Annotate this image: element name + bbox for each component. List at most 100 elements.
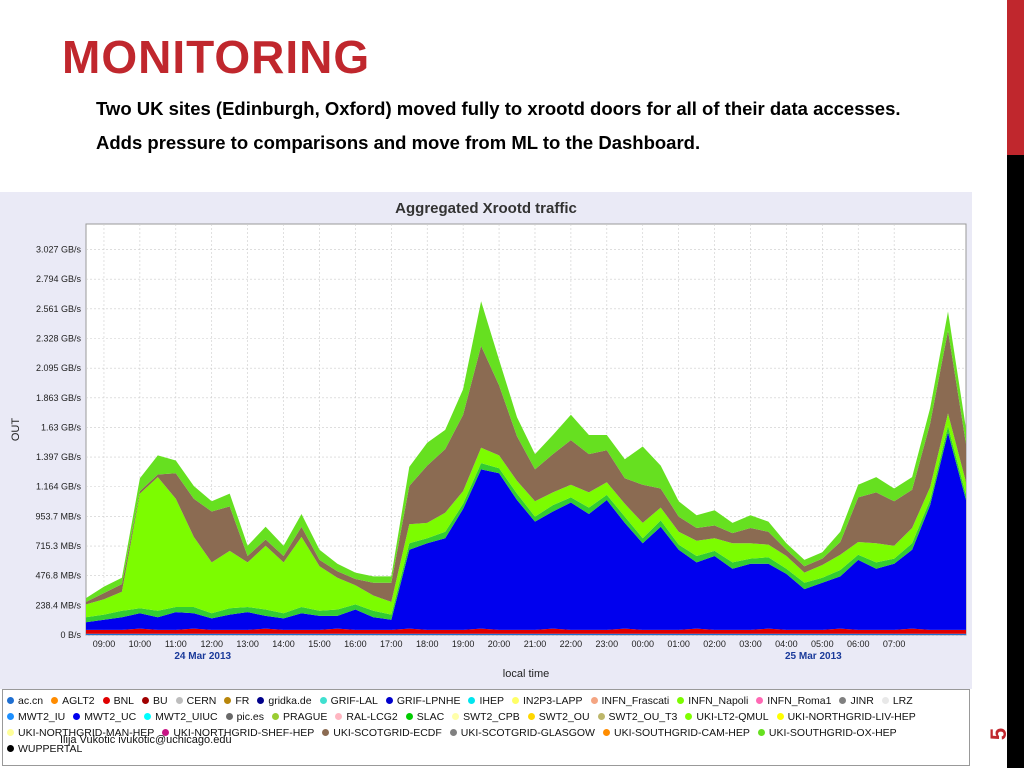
- legend-label: RAL-LCG2: [346, 711, 398, 723]
- legend-label: UKI-NORTHGRID-LIV-HEP: [787, 711, 916, 723]
- legend-label: WUPPERTAL: [18, 743, 83, 755]
- x-tick-label: 06:00: [847, 639, 870, 649]
- x-tick-label: 20:00: [488, 639, 511, 649]
- accent-bar-black: [1007, 155, 1024, 768]
- legend-item: UKI-SCOTGRID-GLASGOW: [449, 725, 595, 741]
- x-tick-label: 05:00: [811, 639, 834, 649]
- legend-item: UKI-SCOTGRID-ECDF: [322, 725, 442, 741]
- legend-marker: [322, 729, 330, 736]
- legend-marker: [7, 729, 14, 736]
- y-tick-label: 953.7 MB/s: [35, 511, 81, 521]
- date-label: 24 Mar 2013: [174, 651, 231, 662]
- x-tick-label: 23:00: [596, 639, 619, 649]
- chart-title: Aggregated Xrootd traffic: [395, 200, 577, 217]
- legend-marker: [385, 697, 393, 704]
- bullet-1: Two UK sites (Edinburgh, Oxford) moved f…: [96, 98, 901, 119]
- x-tick-label: 01:00: [667, 639, 690, 649]
- y-tick-label: 238.4 MB/s: [35, 600, 81, 610]
- legend-label: UKI-LT2-QMUL: [696, 711, 769, 723]
- x-tick-label: 21:00: [524, 639, 547, 649]
- legend-label: MWT2_UIUC: [155, 711, 218, 723]
- legend-item: MWT2_UIUC: [144, 709, 218, 725]
- legend-marker: [685, 713, 693, 720]
- x-tick-label: 17:00: [380, 639, 403, 649]
- legend-marker: [527, 713, 535, 720]
- legend-marker: [839, 697, 847, 704]
- legend-marker: [757, 729, 765, 736]
- legend-item: AGLT2: [51, 693, 95, 709]
- slide-number: 5: [986, 727, 1011, 741]
- x-tick-label: 07:00: [883, 639, 906, 649]
- legend-item: gridka.de: [257, 693, 312, 709]
- y-tick-label: 2.095 GB/s: [36, 363, 82, 373]
- series-area-infn-napoli: [86, 413, 966, 618]
- legend-item: UKI-NORTHGRID-LIV-HEP: [776, 709, 916, 725]
- legend-marker: [405, 713, 413, 720]
- legend-marker: [162, 729, 170, 736]
- slide-title: MONITORING: [62, 31, 371, 83]
- legend-item: INFN_Frascati: [590, 693, 669, 709]
- legend-label: BU: [153, 695, 168, 707]
- series-area-mwt2-uc: [86, 432, 966, 630]
- legend-item: UKI-SOUTHGRID-OX-HEP: [757, 725, 897, 741]
- legend-item: SWT2_OU: [527, 709, 590, 725]
- legend-item: LRZ: [881, 693, 913, 709]
- legend-item: SLAC: [405, 709, 445, 725]
- legend-marker: [225, 713, 233, 720]
- legend-item: UKI-NORTHGRID-MAN-HEP: [7, 725, 154, 741]
- legend-marker: [144, 713, 152, 720]
- legend-label: UKI-SOUTHGRID-CAM-HEP: [613, 727, 750, 739]
- legend-marker: [51, 697, 59, 704]
- legend-label: SWT2_OU_T3: [608, 711, 678, 723]
- legend-marker: [511, 697, 519, 704]
- x-tick-label: 13:00: [236, 639, 259, 649]
- legend-item: pic.es: [225, 709, 265, 725]
- x-tick-label: 15:00: [308, 639, 331, 649]
- y-tick-label: 1.863 GB/s: [36, 393, 82, 403]
- legend-label: CERN: [186, 695, 217, 707]
- legend-label: IHEP: [479, 695, 504, 707]
- x-tick-label: 11:00: [165, 639, 187, 649]
- legend-label: INFN_Roma1: [767, 695, 832, 707]
- series-area-ac-cn: [86, 633, 966, 635]
- xrootd-traffic-chart: 0 B/s 238.4 MB/s 476.8 MB/s 715.3 MB/s 953.7…: [10, 223, 967, 680]
- legend-label: pic.es: [236, 711, 265, 723]
- legend-marker: [881, 697, 889, 704]
- legend-marker: [319, 697, 327, 704]
- legend-label: MWT2_UC: [84, 711, 137, 723]
- legend-label: FR: [235, 695, 250, 707]
- legend-marker: [776, 713, 784, 720]
- x-tick-label: 16:00: [344, 639, 367, 649]
- legend-label: SLAC: [416, 711, 445, 723]
- legend-marker: [175, 697, 183, 704]
- series-area-uki-scotgrid-ecdf: [86, 330, 966, 605]
- legend-label: AGLT2: [62, 695, 95, 707]
- legend-item: UKI-LT2-QMUL: [685, 709, 769, 725]
- legend-marker: [468, 697, 476, 704]
- legend-item: GRIF-LAL: [319, 693, 378, 709]
- y-tick-label: 2.328 GB/s: [36, 333, 82, 343]
- legend-marker: [7, 713, 14, 720]
- legend-item: UKI-NORTHGRID-SHEF-HEP: [162, 725, 314, 741]
- x-tick-label: 03:00: [739, 639, 762, 649]
- bullet-list: Two UK sites (Edinburgh, Oxford) moved f…: [96, 98, 976, 166]
- x-tick-label: 10:00: [129, 639, 152, 649]
- legend-label: GRIF-LAL: [330, 695, 378, 707]
- legend-marker: [142, 697, 150, 704]
- legend-marker: [224, 697, 232, 704]
- y-tick-label: 476.8 MB/s: [35, 571, 81, 581]
- legend-marker: [756, 697, 764, 704]
- x-tick-label: 14:00: [272, 639, 295, 649]
- legend-item: JINR: [839, 693, 874, 709]
- legend-item: MWT2_UC: [73, 709, 136, 725]
- legend-item: ac.cn: [7, 693, 43, 709]
- x-tick-label: 22:00: [560, 639, 583, 649]
- legend-marker: [677, 697, 685, 704]
- legend-label: SWT2_OU: [538, 711, 590, 723]
- legend-marker: [335, 713, 343, 720]
- series-area-bnl: [86, 628, 966, 634]
- legend-label: ac.cn: [18, 695, 44, 707]
- legend-item: BU: [142, 693, 168, 709]
- x-tick-label: 00:00: [631, 639, 654, 649]
- legend-label: UKI-NORTHGRID-MAN-HEP: [18, 727, 155, 739]
